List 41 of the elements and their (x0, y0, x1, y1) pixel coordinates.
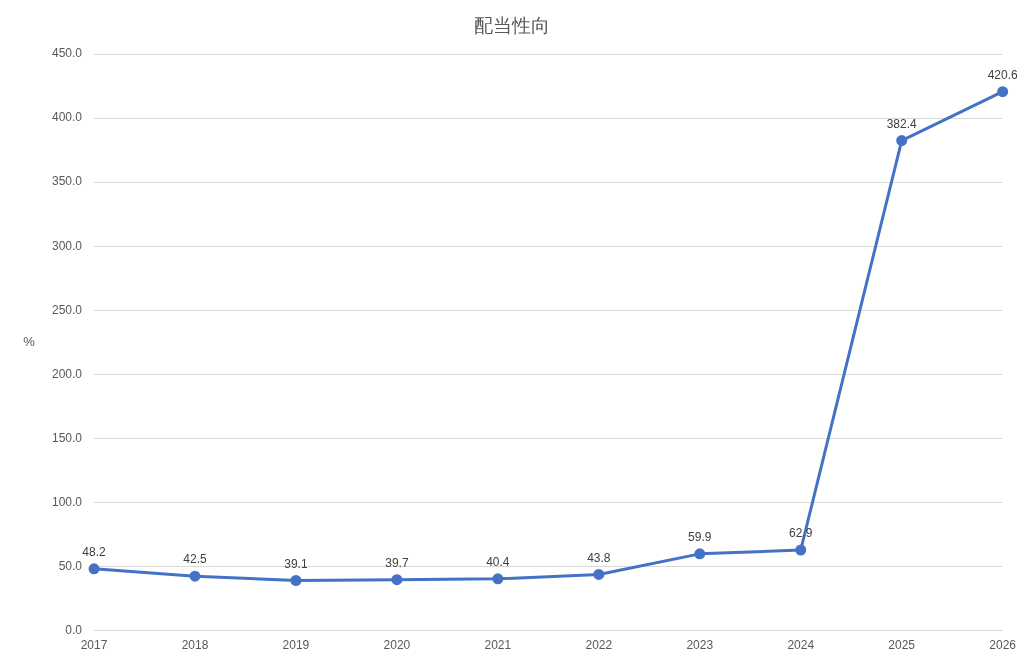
data-label: 42.5 (183, 552, 207, 567)
data-label: 382.4 (886, 116, 918, 131)
x-tick-label: 2026 (989, 638, 1017, 653)
x-tick-label: 2021 (484, 638, 512, 653)
data-label: 40.4 (486, 555, 510, 570)
x-tick-label: 2022 (585, 638, 613, 653)
point (492, 573, 504, 585)
point (997, 86, 1009, 98)
data-label: 39.7 (385, 556, 409, 571)
chart-title: 配当性向 (474, 15, 550, 37)
y-tick-label: 450.0 (52, 46, 83, 61)
point (795, 544, 807, 556)
x-tick-label: 2025 (888, 638, 916, 653)
point (391, 574, 403, 586)
y-tick-label: 300.0 (52, 238, 83, 253)
y-tick-label: 150.0 (52, 430, 83, 445)
y-tick-label: 400.0 (52, 110, 83, 125)
point (694, 548, 706, 560)
y-axis-title: % (23, 333, 36, 349)
data-label: 43.8 (587, 550, 611, 565)
point (896, 135, 908, 147)
y-tick-label: 0.0 (65, 622, 83, 637)
x-tick-label: 2019 (282, 638, 310, 653)
point (189, 570, 201, 582)
point (593, 568, 605, 580)
y-tick-label: 200.0 (52, 366, 83, 381)
x-tick-label: 2024 (787, 638, 815, 653)
x-tick-label: 2020 (383, 638, 411, 653)
y-tick-label: 100.0 (52, 494, 83, 509)
data-label: 48.2 (82, 545, 107, 560)
data-label: 420.6 (987, 67, 1018, 82)
point (88, 563, 100, 575)
y-tick-label: 250.0 (52, 302, 83, 317)
data-label: 59.9 (688, 530, 712, 545)
y-tick-label: 50.0 (58, 558, 83, 573)
x-tick-label: 2023 (686, 638, 714, 653)
x-tick-label: 2017 (80, 638, 108, 653)
point (290, 575, 302, 586)
y-tick-label: 350.0 (52, 174, 83, 189)
data-label: 39.1 (284, 556, 308, 571)
x-tick-label: 2018 (181, 638, 209, 653)
